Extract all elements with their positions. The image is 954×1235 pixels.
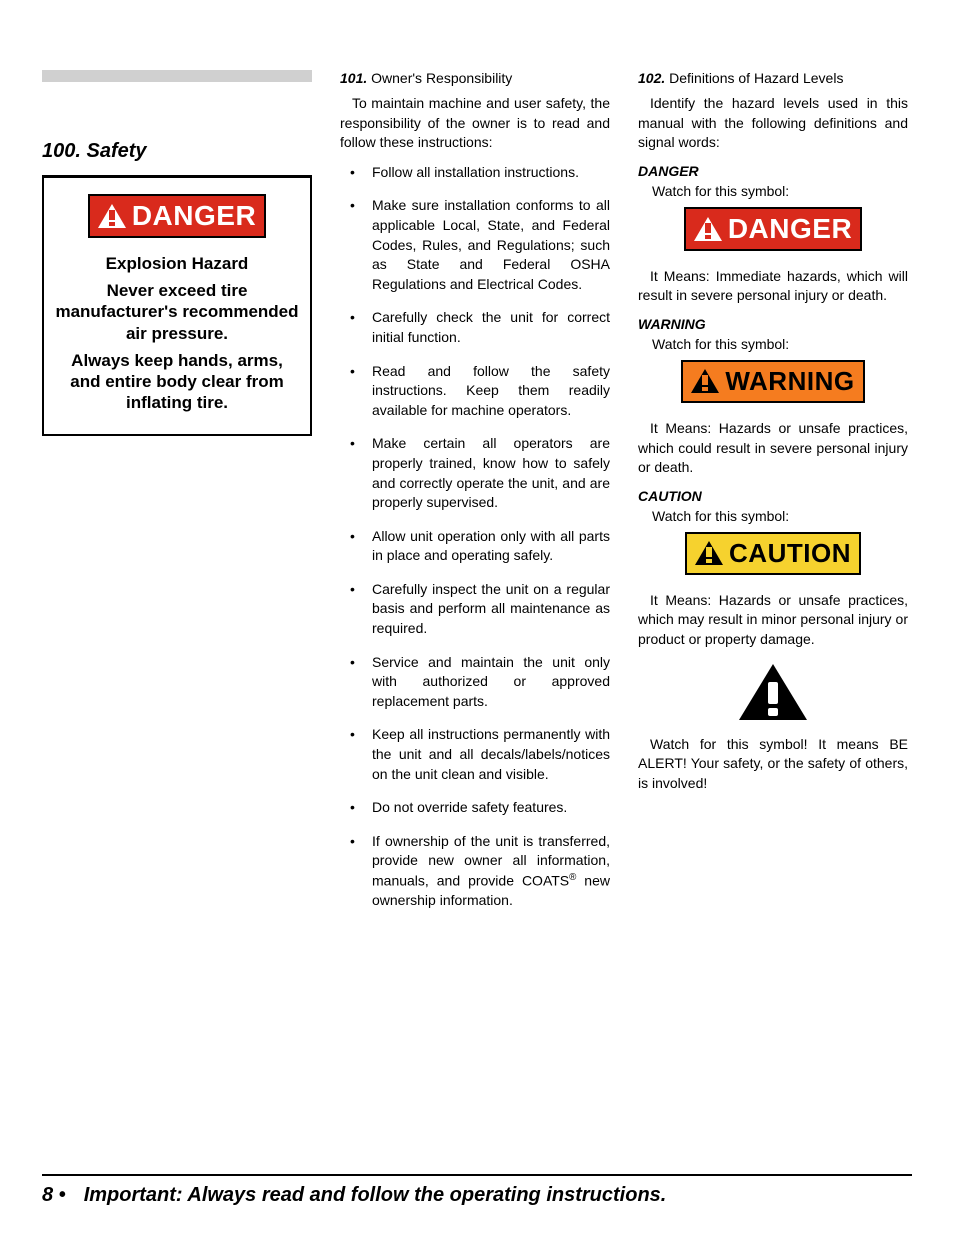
watch-text: Watch for this symbol: <box>652 183 908 199</box>
list-item: Keep all instructions permanently with t… <box>350 725 610 784</box>
alert-triangle-icon <box>695 541 723 565</box>
danger-badge-text: DANGER <box>132 200 256 232</box>
list-item: Service and maintain the unit only with … <box>350 653 610 712</box>
list-item: Carefully check the unit for correct ini… <box>350 308 610 347</box>
page-footer: 8 • Important: Always read and follow th… <box>42 1174 912 1207</box>
danger-badge: DANGER <box>88 194 266 238</box>
list-item: Carefully inspect the unit on a regular … <box>350 580 610 639</box>
column-middle: 101. Owner's Responsibility To maintain … <box>340 70 610 925</box>
subsection-102-heading: 102. Definitions of Hazard Levels <box>638 70 908 86</box>
explosion-hazard-title: Explosion Hazard <box>54 254 300 274</box>
section-title: 100. Safety <box>42 140 312 163</box>
page-columns: 100. Safety DANGER Explosion Hazard Neve… <box>42 70 912 925</box>
alert-triangle-icon <box>739 664 807 720</box>
explosion-line-2: Always keep hands, arms, and entire body… <box>54 350 300 414</box>
footer-message: Important: Always read and follow the op… <box>84 1184 912 1207</box>
subsection-101-heading: 101. Owner's Responsibility <box>340 70 610 86</box>
warning-badge: WARNING <box>681 360 864 403</box>
danger-label: DANGER <box>638 163 908 179</box>
danger-badge: DANGER <box>684 207 862 251</box>
alert-triangle-icon <box>98 204 126 228</box>
page-number: 8 • <box>42 1184 66 1207</box>
intro-paragraph: To maintain machine and user safety, the… <box>340 94 610 153</box>
column-right: 102. Definitions of Hazard Levels Identi… <box>638 70 908 925</box>
heading-number: 102. <box>638 70 665 86</box>
heading-text: Owner's Responsibility <box>371 70 512 86</box>
list-item: Read and follow the safety instructions.… <box>350 362 610 421</box>
danger-callout-box: DANGER Explosion Hazard Never exceed tir… <box>42 175 312 436</box>
watch-text: Watch for this symbol: <box>652 508 908 524</box>
heading-text: Definitions of Hazard Levels <box>669 70 843 86</box>
caution-meaning: It Means: Hazards or unsafe practices, w… <box>638 591 908 650</box>
intro-paragraph: Identify the hazard levels used in this … <box>638 94 908 153</box>
alert-triangle-icon <box>691 369 719 393</box>
alert-triangle-icon <box>694 217 722 241</box>
danger-badge-text: DANGER <box>728 213 852 245</box>
alert-symbol-wrap <box>638 664 908 725</box>
responsibility-list: Follow all installation instructions. Ma… <box>350 163 610 911</box>
divider-bar <box>42 70 312 82</box>
list-item: Follow all installation instructions. <box>350 163 610 183</box>
list-item: Make certain all operators are properly … <box>350 434 610 512</box>
column-left: 100. Safety DANGER Explosion Hazard Neve… <box>42 70 312 925</box>
caution-label: CAUTION <box>638 488 908 504</box>
explosion-line-1: Never exceed tire manufacturer's recomme… <box>54 280 300 344</box>
warning-meaning: It Means: Hazards or unsafe practices, w… <box>638 419 908 478</box>
list-item: Allow unit operation only with all parts… <box>350 527 610 566</box>
list-item: If ownership of the unit is transferred,… <box>350 832 610 911</box>
alert-meaning: Watch for this symbol! It means BE ALERT… <box>638 735 908 794</box>
danger-meaning: It Means: Immediate hazards, which will … <box>638 267 908 306</box>
caution-badge: CAUTION <box>685 532 861 575</box>
list-item: Make sure installation conforms to all a… <box>350 196 610 294</box>
caution-badge-text: CAUTION <box>729 538 851 569</box>
list-item: Do not override safety features. <box>350 798 610 818</box>
warning-badge-text: WARNING <box>725 366 854 397</box>
watch-text: Watch for this symbol: <box>652 336 908 352</box>
warning-label: WARNING <box>638 316 908 332</box>
heading-number: 101. <box>340 70 367 86</box>
